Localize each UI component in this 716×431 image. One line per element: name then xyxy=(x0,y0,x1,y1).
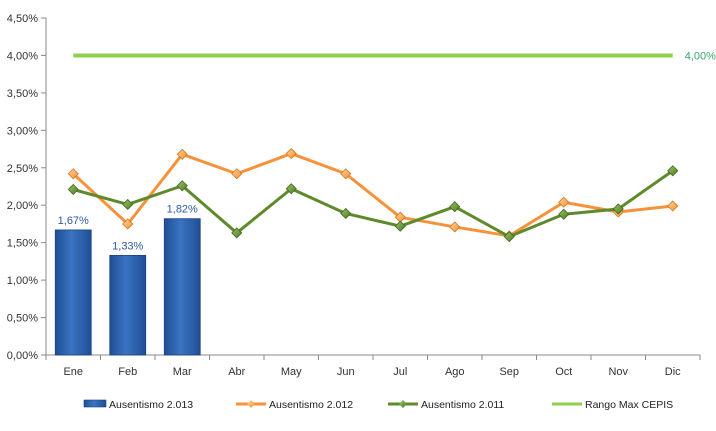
bars-layer xyxy=(54,218,201,356)
legend-label: Rango Max CEPIS xyxy=(585,399,673,411)
y-tick-label: 4,50% xyxy=(7,13,38,25)
axes-layer: 0,00% 0,50% 1,00% 1,50% 2,00% 2,50% 3,00% 3,50%… xyxy=(7,13,701,378)
point-marker xyxy=(176,180,188,192)
point-marker xyxy=(667,165,679,177)
data-labels-layer: 1,67% 1,33% 1,82% 4,00% xyxy=(58,50,716,252)
x-tick-label: Jun xyxy=(337,366,355,378)
legend-swatch-marker xyxy=(399,400,407,408)
x-tick-label: Abr xyxy=(228,366,245,378)
bar-data-label: 1,82% xyxy=(167,204,198,216)
y-tick-label: 0,50% xyxy=(7,313,38,325)
lines-layer xyxy=(67,53,679,243)
line-ausentismo-2-012 xyxy=(72,152,673,238)
point-marker xyxy=(394,220,406,232)
y-tick-label: 1,50% xyxy=(7,238,38,250)
point-marker xyxy=(67,183,79,196)
point-marker xyxy=(231,227,243,239)
legend-item: Ausentismo 2.012 xyxy=(236,399,353,411)
legend-item: Ausentismo 2.011 xyxy=(388,399,504,411)
x-tick-label: Dic xyxy=(665,366,681,378)
y-tick-label: 2,50% xyxy=(7,163,38,175)
y-tick-label: 3,00% xyxy=(7,125,38,137)
bar-mar xyxy=(163,218,201,356)
x-tick-label: Nov xyxy=(608,366,628,378)
legend-label: Ausentismo 2.012 xyxy=(269,399,353,411)
y-tick-label: 0,00% xyxy=(7,350,38,362)
legend-swatch-bar xyxy=(83,399,107,408)
x-tick-label: Feb xyxy=(118,366,137,378)
point-marker xyxy=(176,148,188,160)
x-tick-label: Ene xyxy=(63,366,83,378)
legend-label: Ausentismo 2.011 xyxy=(421,399,504,411)
x-tick-label: May xyxy=(281,366,302,378)
y-tick-label: 2,00% xyxy=(7,200,38,212)
point-marker xyxy=(503,231,515,243)
point-marker xyxy=(340,207,352,220)
point-marker xyxy=(122,198,134,211)
legend-swatch-marker xyxy=(247,400,255,408)
legend-label: Ausentismo 2.013 xyxy=(109,399,193,411)
y-tick-label: 3,50% xyxy=(7,88,38,100)
x-tick-label: Ago xyxy=(445,366,465,378)
point-marker xyxy=(285,183,297,195)
y-tick-label: 4,00% xyxy=(7,50,38,62)
legend: Ausentismo 2.013 Ausentismo 2.012 Ausentis… xyxy=(83,399,673,411)
series-end-label: 4,00% xyxy=(685,50,716,62)
point-marker xyxy=(558,196,570,208)
point-marker xyxy=(612,203,624,215)
point-marker xyxy=(122,218,134,230)
legend-item: Ausentismo 2.013 xyxy=(83,399,193,411)
point-marker xyxy=(67,168,79,180)
point-marker xyxy=(231,168,243,180)
point-marker xyxy=(340,168,352,180)
point-marker xyxy=(449,221,461,233)
x-tick-label: Sep xyxy=(499,366,519,378)
point-marker xyxy=(558,208,570,220)
x-tick-label: Oct xyxy=(555,366,572,378)
point-marker xyxy=(667,200,679,212)
bar-data-label: 1,33% xyxy=(112,240,143,252)
point-marker xyxy=(285,147,297,160)
point-marker xyxy=(449,201,461,213)
y-tick-label: 1,00% xyxy=(7,275,38,287)
legend-item: Rango Max CEPIS xyxy=(552,399,673,411)
bar-ene xyxy=(54,229,92,356)
line-ausentismo-2-011 xyxy=(72,169,674,239)
x-tick-label: Mar xyxy=(173,366,192,378)
x-tick-label: Jul xyxy=(393,366,407,378)
bar-feb xyxy=(109,254,147,356)
bar-data-label: 1,67% xyxy=(58,215,89,227)
